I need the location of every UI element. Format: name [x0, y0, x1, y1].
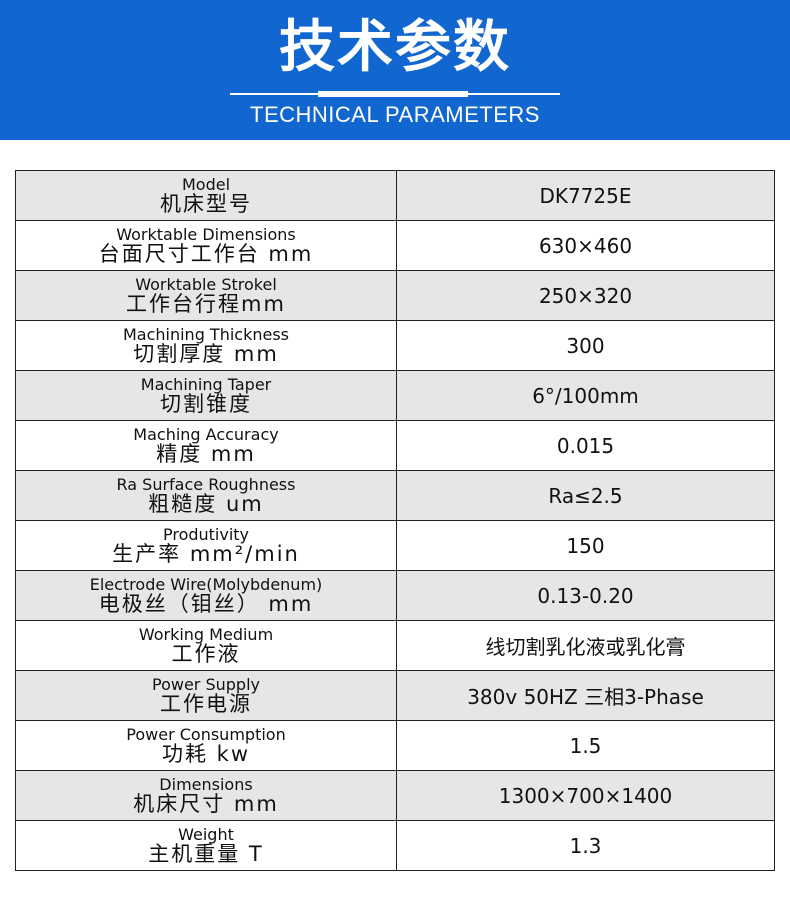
param-name-en: Worktable Dimensions: [116, 224, 296, 244]
param-name-cell: Electrode Wire(Molybdenum) 电极丝（钼丝） mm: [15, 570, 397, 621]
param-name-en: Weight: [178, 824, 234, 844]
divider-accent: [318, 91, 468, 97]
param-name-zh: 工作电源: [160, 691, 252, 716]
page-title: 技术参数: [279, 15, 511, 80]
param-value: 1.5: [396, 720, 775, 771]
table-row: Worktable Dimensions 台面尺寸工作台 mm 630×460: [15, 220, 775, 271]
param-name-zh: 精度 mm: [156, 441, 256, 466]
param-name-en: Machining Taper: [140, 374, 272, 394]
param-name-zh: 生产率 mm²/min: [112, 541, 300, 566]
param-name-en: Model: [181, 174, 231, 194]
table-row: Model 机床型号 DK7725E: [15, 170, 775, 221]
spec-table: Model 机床型号 DK7725E Worktable Dimensions 台面尺寸…: [15, 170, 775, 871]
param-value: 380v 50HZ 三相3-Phase: [396, 670, 775, 721]
param-name-en: Power Consumption: [126, 724, 286, 744]
param-name-zh: 功耗 kw: [161, 741, 250, 766]
param-value: 630×460: [396, 220, 775, 271]
param-value: 1300×700×1400: [396, 770, 775, 821]
param-value: 1.3: [396, 820, 775, 871]
param-name-cell: Machining Thickness 切割厚度 mm: [15, 320, 397, 371]
param-value: 6°/100mm: [396, 370, 775, 421]
param-value: 250×320: [396, 270, 775, 321]
param-name-cell: Model 机床型号: [15, 170, 397, 221]
param-name-cell: Maching Accuracy 精度 mm: [15, 420, 397, 471]
param-name-zh: 台面尺寸工作台 mm: [98, 241, 314, 266]
param-name-zh: 粗糙度 um: [148, 491, 264, 516]
param-name-en: Maching Accuracy: [133, 424, 279, 444]
param-name-en: Produtivity: [162, 524, 250, 544]
param-name-zh: 主机重量 T: [148, 841, 264, 866]
param-name-zh: 机床型号: [160, 191, 252, 216]
table-row: Dimensions 机床尺寸 mm 1300×700×1400: [15, 770, 775, 821]
param-value: 线切割乳化液或乳化膏: [396, 620, 775, 671]
param-value: 300: [396, 320, 775, 371]
param-name-cell: Working Medium 工作液: [15, 620, 397, 671]
param-name-cell: Weight 主机重量 T: [15, 820, 397, 871]
param-name-en: Machining Thickness: [122, 324, 290, 344]
param-name-cell: Worktable Dimensions 台面尺寸工作台 mm: [15, 220, 397, 271]
table-row: Working Medium 工作液 线切割乳化液或乳化膏: [15, 620, 775, 671]
param-name-en: Power Supply: [152, 674, 260, 694]
param-name-zh: 切割锥度: [160, 391, 252, 416]
param-name-zh: 工作液: [171, 641, 241, 666]
param-value: Ra≤2.5: [396, 470, 775, 521]
param-value: DK7725E: [396, 170, 775, 221]
table-row: Ra Surface Roughness 粗糙度 um Ra≤2.5: [15, 470, 775, 521]
param-name-cell: Dimensions 机床尺寸 mm: [15, 770, 397, 821]
param-name-cell: Worktable Strokel 工作台行程mm: [15, 270, 397, 321]
table-row: Machining Thickness 切割厚度 mm 300: [15, 320, 775, 371]
param-name-en: Ra Surface Roughness: [116, 474, 296, 494]
param-name-zh: 工作台行程mm: [126, 291, 286, 316]
param-name-zh: 电极丝（钼丝） mm: [98, 591, 314, 616]
table-row: Electrode Wire(Molybdenum) 电极丝（钼丝） mm 0.13…: [15, 570, 775, 621]
table-row: Maching Accuracy 精度 mm 0.015: [15, 420, 775, 471]
param-name-cell: Power Consumption 功耗 kw: [15, 720, 397, 771]
param-name-cell: Machining Taper 切割锥度: [15, 370, 397, 421]
table-row: Worktable Strokel 工作台行程mm 250×320: [15, 270, 775, 321]
param-name-zh: 切割厚度 mm: [133, 341, 279, 366]
param-name-cell: Ra Surface Roughness 粗糙度 um: [15, 470, 397, 521]
param-name-en: Working Medium: [138, 624, 274, 644]
table-row: Machining Taper 切割锥度 6°/100mm: [15, 370, 775, 421]
param-value: 150: [396, 520, 775, 571]
table-row: Produtivity 生产率 mm²/min 150: [15, 520, 775, 571]
param-name-zh: 机床尺寸 mm: [133, 791, 279, 816]
header-banner: 技术参数 TECHNICAL PARAMETERS: [0, 0, 790, 140]
param-name-en: Electrode Wire(Molybdenum): [89, 574, 323, 594]
table-row: Power Consumption 功耗 kw 1.5: [15, 720, 775, 771]
param-name-cell: Power Supply 工作电源: [15, 670, 397, 721]
param-value: 0.13-0.20: [396, 570, 775, 621]
table-row: Weight 主机重量 T 1.3: [15, 820, 775, 871]
table-row: Power Supply 工作电源 380v 50HZ 三相3-Phase: [15, 670, 775, 721]
param-name-en: Dimensions: [159, 774, 253, 794]
page-subtitle: TECHNICAL PARAMETERS: [250, 102, 540, 127]
param-name-en: Worktable Strokel: [135, 274, 277, 294]
param-name-cell: Produtivity 生产率 mm²/min: [15, 520, 397, 571]
param-value: 0.015: [396, 420, 775, 471]
